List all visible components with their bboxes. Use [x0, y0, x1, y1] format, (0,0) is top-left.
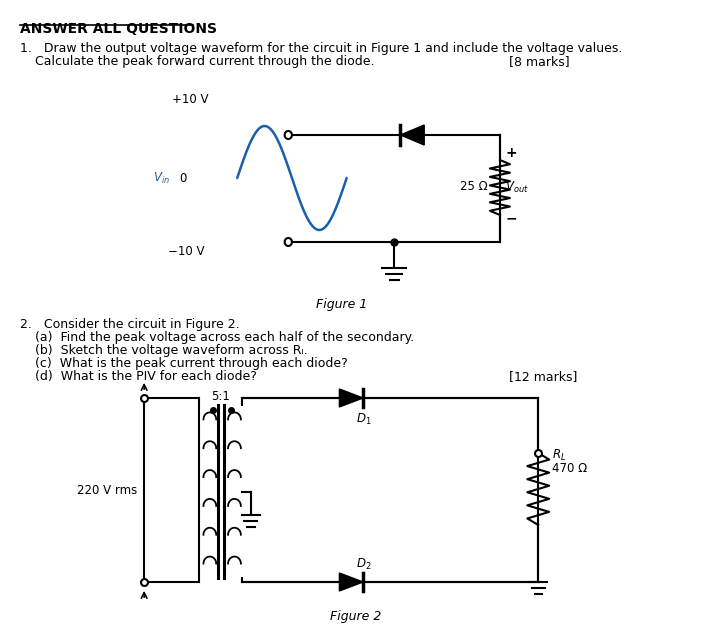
Text: +10 V: +10 V	[172, 93, 208, 106]
Text: [8 marks]: [8 marks]	[509, 55, 569, 68]
Text: −: −	[505, 211, 517, 225]
Text: −10 V: −10 V	[168, 245, 205, 258]
Text: $R_L$: $R_L$	[552, 448, 567, 463]
Text: 1.   Draw the output voltage waveform for the circuit in Figure 1 and include th: 1. Draw the output voltage waveform for …	[20, 42, 623, 55]
Text: 2.   Consider the circuit in Figure 2.: 2. Consider the circuit in Figure 2.	[20, 318, 240, 331]
Text: ANSWER ALL QUESTIONS: ANSWER ALL QUESTIONS	[20, 22, 217, 36]
Polygon shape	[401, 125, 424, 145]
Text: (c)  What is the peak current through each diode?: (c) What is the peak current through eac…	[34, 357, 348, 370]
Polygon shape	[340, 573, 363, 591]
Text: 220 V rms: 220 V rms	[77, 483, 137, 496]
Text: (b)  Sketch the voltage waveform across Rₗ.: (b) Sketch the voltage waveform across R…	[34, 344, 307, 357]
Text: (a)  Find the peak voltage across each half of the secondary.: (a) Find the peak voltage across each ha…	[34, 331, 414, 344]
Text: +: +	[505, 146, 517, 160]
Text: (d)  What is the PIV for each diode?: (d) What is the PIV for each diode?	[34, 370, 256, 383]
Text: 25 Ω: 25 Ω	[460, 180, 488, 193]
Polygon shape	[340, 389, 363, 407]
Text: $D_1$: $D_1$	[356, 412, 371, 427]
Text: Figure 2: Figure 2	[330, 610, 381, 623]
Text: Calculate the peak forward current through the diode.: Calculate the peak forward current throu…	[34, 55, 374, 68]
Text: 5:1: 5:1	[211, 390, 230, 403]
Text: 0: 0	[180, 171, 187, 184]
Text: 470 Ω: 470 Ω	[552, 462, 587, 475]
Text: $V_{in}$: $V_{in}$	[153, 170, 170, 186]
Text: [12 marks]: [12 marks]	[509, 370, 577, 383]
Text: Figure 1: Figure 1	[317, 298, 368, 311]
Text: $V_{out}$: $V_{out}$	[505, 180, 529, 195]
Text: $D_2$: $D_2$	[356, 557, 371, 572]
